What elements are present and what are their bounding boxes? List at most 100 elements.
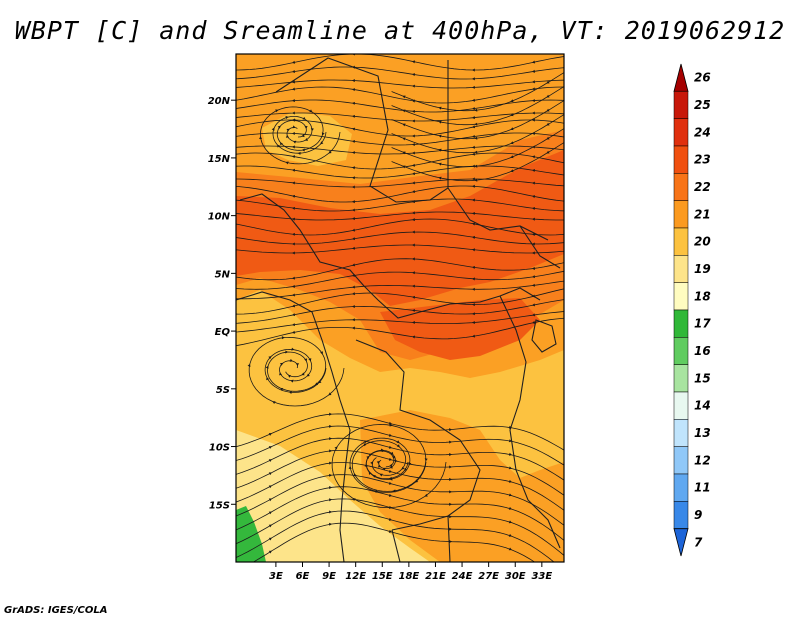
colorbar-swatch bbox=[673, 446, 689, 475]
streamline-arrow bbox=[508, 533, 512, 537]
streamline-arrow bbox=[292, 111, 295, 115]
streamline-arrow bbox=[412, 134, 415, 138]
streamline-arrow bbox=[532, 60, 536, 64]
streamline-arrow bbox=[329, 437, 332, 441]
streamline-arrow bbox=[438, 120, 442, 124]
streamline-arrow bbox=[474, 164, 478, 168]
lon-tick-label: 30E bbox=[505, 571, 526, 582]
streamline-arrow bbox=[396, 440, 400, 444]
streamline-arrow bbox=[268, 498, 272, 502]
streamline-arrow bbox=[292, 131, 295, 136]
lon-tick-label: 27E bbox=[478, 571, 499, 582]
colorbar-label: 17 bbox=[694, 317, 711, 331]
streamline-arrow bbox=[510, 141, 514, 145]
streamline-arrow bbox=[292, 330, 296, 334]
lon-tick-label: 3E bbox=[269, 571, 283, 582]
streamline-arrow bbox=[352, 101, 355, 105]
streamline-arrow bbox=[292, 313, 296, 317]
lon-tick-label: 12E bbox=[345, 571, 366, 582]
streamline-arrow bbox=[532, 320, 536, 324]
streamline-arrow bbox=[408, 462, 412, 466]
colorbar-swatch bbox=[673, 255, 689, 283]
streamline bbox=[391, 128, 564, 168]
streamline-arrow bbox=[412, 163, 416, 167]
streamline-arrow bbox=[281, 336, 285, 340]
streamline-arrow bbox=[292, 242, 295, 246]
streamline-arrow bbox=[308, 358, 312, 362]
streamline-arrow bbox=[388, 469, 392, 473]
lon-tick-label: 6E bbox=[296, 571, 310, 582]
border-horn bbox=[519, 225, 561, 269]
lon-axis: 3E 6E 9E 12E 15E 18E 21E 24E 27E 30E 33E bbox=[269, 562, 552, 582]
streamline bbox=[391, 142, 564, 182]
colorbar-arrow-bottom bbox=[673, 528, 689, 557]
streamline-arrow bbox=[292, 99, 295, 103]
streamline-arrow bbox=[268, 459, 272, 463]
streamline-arrow bbox=[472, 145, 475, 149]
streamline bbox=[236, 231, 564, 245]
lon-tick-label: 15E bbox=[372, 571, 393, 582]
streamline-arrow bbox=[301, 372, 305, 376]
streamline-arrow bbox=[449, 490, 452, 494]
wbpt-fill-layer bbox=[236, 54, 564, 562]
lat-tick-label: 5N bbox=[215, 269, 231, 280]
streamline-arrow bbox=[472, 277, 475, 281]
streamline-arrow bbox=[292, 87, 296, 91]
streamline-arrow bbox=[412, 320, 415, 325]
colorbar-swatch bbox=[673, 118, 689, 147]
streamline-arrow bbox=[388, 481, 392, 485]
streamline-arrow bbox=[296, 363, 300, 367]
plot-frame bbox=[235, 53, 565, 563]
streamline-arrow bbox=[508, 547, 512, 551]
colorbar-arrow-top bbox=[673, 63, 689, 92]
streamline-arrow bbox=[532, 69, 536, 73]
streamline-arrow bbox=[508, 493, 512, 497]
streamline-arrow bbox=[472, 125, 476, 129]
streamline-arrow bbox=[472, 68, 475, 72]
streamline-arrow bbox=[352, 151, 355, 155]
streamline-arrow bbox=[532, 232, 535, 237]
streamline-arrow bbox=[321, 132, 325, 136]
streamline-arrow bbox=[301, 148, 305, 152]
colorbar-swatch bbox=[673, 501, 689, 529]
streamline-arrow bbox=[472, 98, 475, 102]
lat-axis: 20N 15N 10N 5N EQ 5S 10S 15S bbox=[208, 96, 236, 511]
lat-tick-label: 15N bbox=[208, 154, 231, 165]
colorbar-label: 15 bbox=[694, 371, 711, 385]
streamline-arrow bbox=[292, 232, 295, 236]
lon-tick-label: 9E bbox=[322, 571, 336, 582]
colorbar-label: 24 bbox=[694, 125, 711, 139]
streamline-arrow bbox=[292, 304, 296, 308]
streamline-arrow bbox=[396, 444, 400, 448]
streamline-arrow bbox=[412, 119, 415, 123]
streamline bbox=[236, 299, 564, 324]
streamline-arrow bbox=[438, 148, 442, 152]
streamline-arrow bbox=[285, 115, 289, 119]
colorbar-label: 12 bbox=[694, 453, 711, 467]
streamline-arrow bbox=[449, 502, 452, 506]
border-sahara bbox=[275, 57, 449, 203]
streamline-arrow bbox=[472, 184, 475, 188]
streamline-arrow bbox=[259, 136, 263, 140]
colorbar-swatch bbox=[673, 364, 689, 393]
streamline-arrow bbox=[412, 200, 415, 204]
colorbar-label: 21 bbox=[694, 207, 711, 221]
lon-tick-label: 21E bbox=[425, 571, 446, 582]
streamline-arrow bbox=[508, 506, 512, 510]
streamline-arrow bbox=[352, 285, 355, 289]
streamline-arrow bbox=[412, 142, 415, 147]
lat-tick-label: 15S bbox=[209, 500, 230, 511]
streamline-arrow bbox=[532, 313, 535, 317]
streamline-arrow bbox=[329, 510, 332, 514]
border-lake bbox=[531, 319, 557, 353]
colorbar-swatch bbox=[673, 227, 689, 256]
streamline-arrow bbox=[449, 527, 452, 531]
streamline-arrow bbox=[352, 139, 356, 144]
colorbar-swatch bbox=[673, 309, 689, 338]
streamline-arrow bbox=[290, 379, 294, 383]
streamline-arrow bbox=[532, 168, 535, 173]
streamline-arrow bbox=[532, 118, 535, 122]
streamline-arrow bbox=[352, 114, 355, 118]
streamline-arrow bbox=[401, 466, 405, 470]
streamline-arrow bbox=[352, 79, 355, 83]
